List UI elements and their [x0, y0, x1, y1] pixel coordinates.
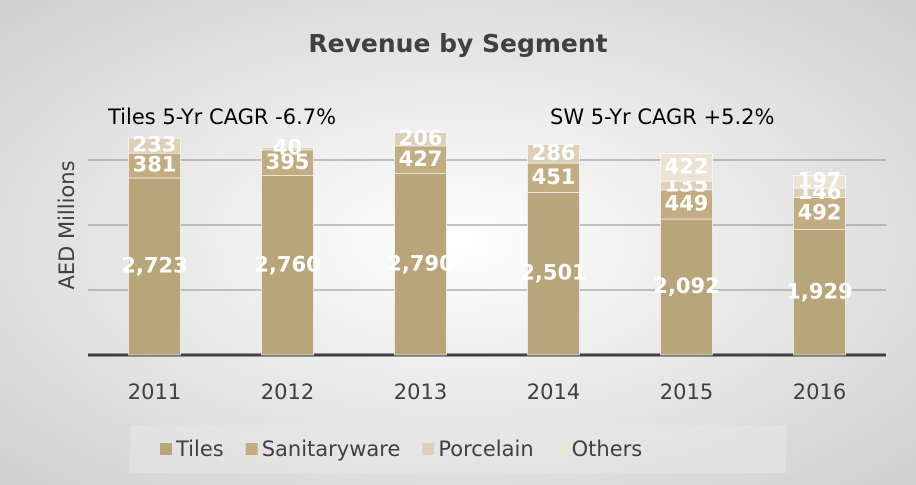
- bar-segment: [261, 175, 314, 356]
- data-label: 2,501: [520, 261, 586, 285]
- data-label: 1,929: [786, 279, 852, 303]
- bar-segment: [660, 218, 713, 356]
- x-tick-label: 2011: [128, 380, 181, 404]
- bar-segment: [793, 175, 846, 189]
- data-label: 449: [665, 191, 709, 215]
- legend-label: Porcelain: [438, 437, 533, 461]
- annotation: Tiles 5-Yr CAGR -6.7%: [107, 105, 336, 129]
- y-axis-label: AED Millions: [55, 160, 79, 289]
- data-label: 395: [266, 150, 310, 174]
- data-label: 427: [399, 147, 443, 171]
- data-label: 451: [532, 165, 576, 189]
- data-label: 2,760: [254, 252, 320, 276]
- bar-segment: [261, 149, 314, 176]
- data-label: 422: [665, 154, 709, 178]
- legend-swatch: [422, 443, 435, 455]
- x-tick-label: 2015: [660, 380, 713, 404]
- legend-swatch: [245, 443, 258, 455]
- bar-segment: [527, 162, 580, 193]
- x-tick-label: 2016: [793, 380, 846, 404]
- bar-segment: [261, 147, 314, 151]
- data-label: 206: [399, 126, 443, 150]
- legend-swatch: [555, 443, 568, 455]
- legend-label: Sanitaryware: [262, 437, 401, 461]
- data-label: 492: [798, 201, 842, 225]
- bar-segment: [128, 137, 181, 154]
- bar-segment: [128, 152, 181, 179]
- bar-segment: [527, 144, 580, 164]
- data-label: 286: [532, 141, 576, 165]
- bar-segment: [527, 192, 580, 356]
- annotation: SW 5-Yr CAGR +5.2%: [550, 105, 775, 129]
- data-label: 197: [798, 169, 842, 193]
- x-tick-label: 2012: [261, 380, 314, 404]
- legend-swatch: [160, 443, 172, 455]
- x-tick-label: 2014: [527, 380, 580, 404]
- legend-label: Tiles: [175, 437, 224, 461]
- bar-segment: [660, 153, 713, 182]
- bar-segment: [793, 197, 846, 230]
- data-label: 2,790: [387, 251, 453, 275]
- bar-segment: [394, 173, 447, 356]
- data-label: 40: [273, 136, 302, 160]
- legend-box: [130, 425, 786, 473]
- data-label: 381: [133, 153, 177, 177]
- data-label: 2,723: [121, 254, 187, 278]
- chart-title: Revenue by Segment: [308, 29, 607, 58]
- legend-label: Others: [572, 437, 643, 461]
- bar-segment: [394, 145, 447, 174]
- data-label: 233: [133, 133, 177, 157]
- bar-segment: [660, 189, 713, 220]
- bar-segment: [793, 229, 846, 356]
- bar-segment: [394, 132, 447, 147]
- data-label: 2,092: [653, 274, 719, 298]
- x-tick-label: 2013: [394, 380, 447, 404]
